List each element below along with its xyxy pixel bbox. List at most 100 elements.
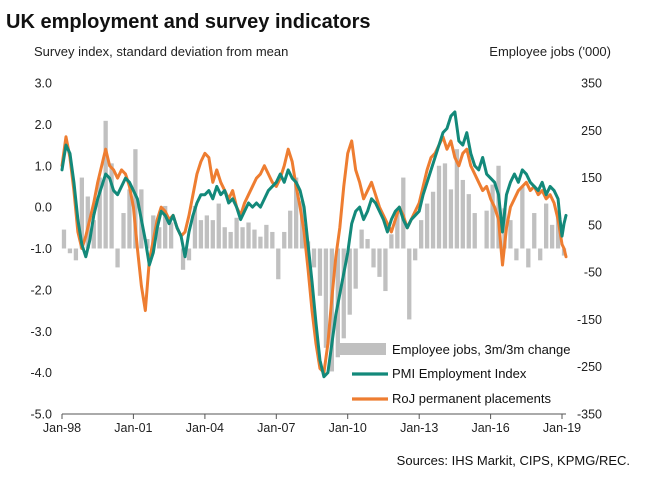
employee-jobs-bar bbox=[168, 222, 174, 249]
left-tick-label: -3.0 bbox=[30, 325, 52, 339]
pmi-employment-line bbox=[60, 110, 568, 379]
employee-jobs-bar bbox=[407, 248, 412, 320]
employee-jobs-bar bbox=[151, 215, 156, 249]
left-tick-label: -1.0 bbox=[30, 242, 52, 256]
right-tick-label: 250 bbox=[581, 124, 602, 138]
legend-label-pmi: PMI Employment Index bbox=[392, 366, 527, 381]
employee-jobs-bar bbox=[240, 227, 245, 249]
x-tick-label: Jan-07 bbox=[257, 421, 295, 435]
employee-jobs-bar bbox=[460, 179, 465, 249]
employee-jobs-bar bbox=[538, 248, 543, 261]
right-tick-label: 50 bbox=[588, 218, 602, 232]
employee-jobs-bar bbox=[371, 248, 376, 268]
employee-jobs-bar bbox=[157, 227, 162, 249]
chart-title: UK employment and survey indicators bbox=[6, 11, 371, 33]
employee-jobs-bar bbox=[377, 248, 382, 277]
employee-jobs-bar bbox=[282, 231, 287, 249]
employee-jobs-bar bbox=[490, 184, 495, 249]
employee-jobs-bar bbox=[436, 165, 442, 249]
employee-jobs-bar bbox=[341, 248, 346, 339]
employee-jobs-bar bbox=[276, 248, 281, 280]
employee-jobs-bar bbox=[264, 224, 269, 249]
employee-jobs-bar bbox=[121, 213, 126, 249]
employee-jobs-bar bbox=[270, 231, 275, 249]
right-tick-label: -350 bbox=[577, 408, 602, 422]
employee-jobs-bar bbox=[109, 163, 114, 249]
left-axis-title: Survey index, standard deviation from me… bbox=[34, 44, 288, 59]
employee-jobs-bar bbox=[246, 222, 251, 249]
roj-placements-line bbox=[60, 135, 568, 375]
employee-jobs-bar bbox=[520, 187, 525, 249]
left-tick-label: 2.0 bbox=[35, 118, 52, 132]
employee-jobs-bar bbox=[216, 203, 221, 249]
left-tick-label: 3.0 bbox=[35, 77, 52, 91]
employee-jobs-bar bbox=[67, 248, 73, 254]
employee-jobs-bar bbox=[163, 205, 168, 249]
employee-jobs-bar bbox=[484, 210, 489, 249]
employee-jobs-bar bbox=[192, 205, 198, 249]
right-tick-label: 150 bbox=[581, 171, 602, 185]
employee-jobs-bar bbox=[442, 163, 448, 249]
employee-jobs-bar bbox=[73, 248, 79, 261]
employee-jobs-bar bbox=[97, 177, 102, 249]
employee-jobs-bar bbox=[186, 248, 192, 261]
employee-jobs-bar bbox=[466, 194, 471, 249]
employee-jobs-bar bbox=[222, 227, 227, 249]
right-tick-label: -150 bbox=[577, 313, 602, 327]
left-tick-label: 1.0 bbox=[35, 159, 52, 173]
employee-jobs-bar bbox=[79, 177, 84, 249]
right-tick-label: -250 bbox=[577, 360, 602, 374]
employee-jobs-bar bbox=[353, 248, 358, 289]
employee-jobs-bar bbox=[210, 220, 215, 249]
right-tick-label: 350 bbox=[581, 77, 602, 91]
employee-jobs-bar bbox=[133, 149, 138, 249]
employee-jobs-bar bbox=[532, 213, 537, 249]
employee-jobs-bar bbox=[472, 213, 477, 249]
x-tick-label: Jan-01 bbox=[114, 421, 152, 435]
left-tick-label: -5.0 bbox=[30, 408, 52, 422]
employee-jobs-bar bbox=[555, 210, 561, 249]
employee-jobs-bar bbox=[508, 220, 513, 249]
right-tick-label: -50 bbox=[584, 266, 602, 280]
employee-jobs-bar bbox=[514, 248, 519, 261]
left-tick-label: -4.0 bbox=[30, 366, 52, 380]
x-tick-label: Jan-13 bbox=[400, 421, 438, 435]
employee-jobs-bar bbox=[454, 149, 460, 249]
employee-jobs-bar bbox=[395, 213, 400, 249]
employee-jobs-bar bbox=[91, 220, 96, 249]
employee-jobs-bar bbox=[544, 203, 549, 249]
employee-jobs-bar bbox=[347, 248, 352, 315]
employee-jobs-bar bbox=[448, 189, 454, 249]
employee-jobs-bar bbox=[502, 208, 507, 249]
employee-jobs-bar bbox=[180, 248, 186, 270]
x-tick-label: Jan-04 bbox=[186, 421, 224, 435]
employee-jobs-bar bbox=[424, 203, 430, 249]
source-note: Sources: IHS Markit, CIPS, KPMG/REC. bbox=[397, 453, 630, 468]
employee-jobs-bar bbox=[317, 248, 323, 296]
axes-layer: 3.0 2.0 1.0 0.0 -1.0 -2.0 -3.0 -4.0 -5.0 350 250 15… bbox=[30, 77, 602, 436]
employee-jobs-bar bbox=[115, 248, 120, 268]
employee-jobs-bar bbox=[258, 236, 263, 249]
employee-jobs-bar bbox=[252, 229, 257, 249]
employee-jobs-bar bbox=[288, 210, 293, 249]
x-tick-label: Jan-16 bbox=[471, 421, 509, 435]
employee-jobs-bar bbox=[228, 231, 233, 249]
employee-jobs-bar bbox=[204, 215, 209, 249]
left-tick-label: -2.0 bbox=[30, 283, 52, 297]
employee-jobs-bar bbox=[294, 177, 299, 249]
legend-swatch-employee-jobs bbox=[340, 343, 386, 355]
employee-jobs-bar bbox=[365, 239, 370, 249]
x-tick-label: Jan-10 bbox=[329, 421, 367, 435]
employee-jobs-bar bbox=[430, 191, 436, 249]
employee-jobs-bar bbox=[103, 120, 108, 249]
x-tick-label: Jan-19 bbox=[543, 421, 581, 435]
employee-jobs-bar bbox=[389, 234, 394, 249]
employee-jobs-bar bbox=[526, 248, 531, 268]
legend: Employee jobs, 3m/3m change PMI Employme… bbox=[340, 342, 570, 406]
bar-series-layer bbox=[61, 120, 567, 372]
employee-jobs-bar bbox=[323, 248, 329, 348]
employee-jobs-bar bbox=[413, 248, 418, 261]
employee-jobs-bar bbox=[419, 220, 424, 249]
employee-jobs-bar bbox=[198, 220, 204, 249]
